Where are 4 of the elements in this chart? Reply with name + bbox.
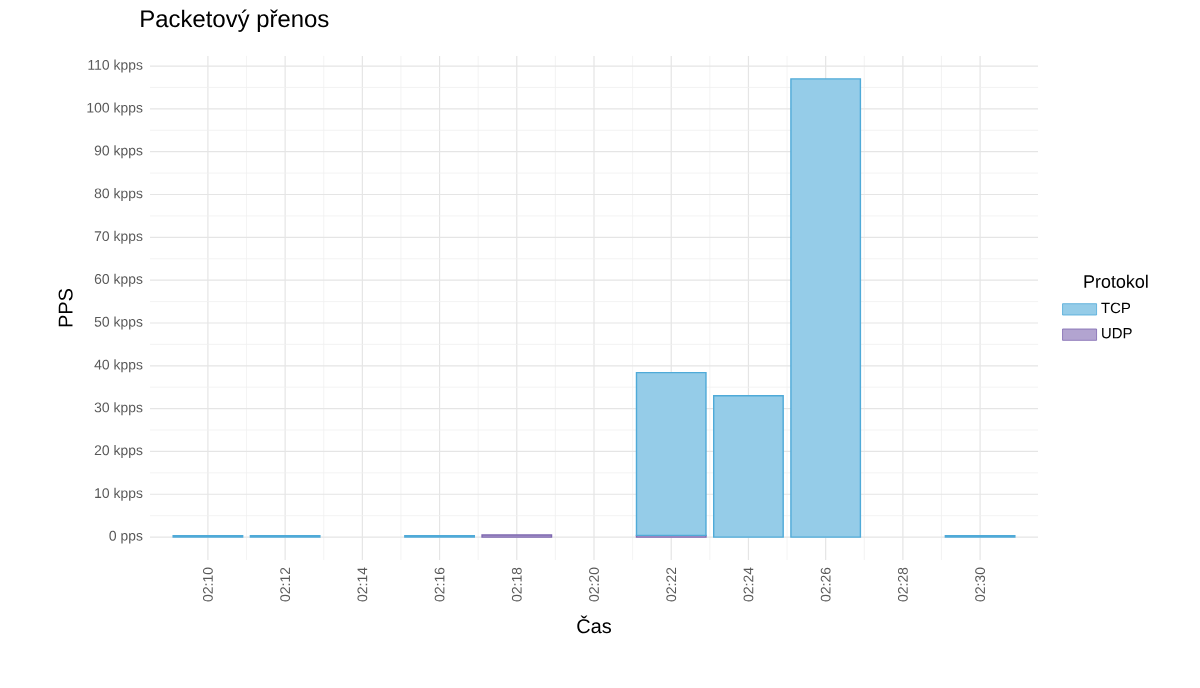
y-axis-title: PPS xyxy=(58,288,73,327)
chart-title: Packetový přenos xyxy=(141,9,329,32)
x-axis-title: Čas xyxy=(577,615,611,634)
legend-title: Protokol xyxy=(1084,274,1148,288)
